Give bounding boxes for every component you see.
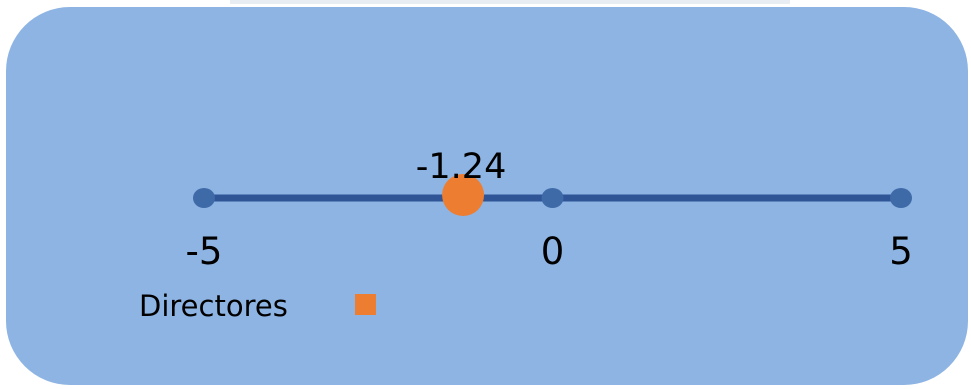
data-point <box>442 174 485 216</box>
legend-swatch-directores <box>355 294 376 315</box>
tick-label: 5 <box>889 230 913 273</box>
data-labels: -1.24 <box>416 147 507 187</box>
top-strip <box>230 0 790 4</box>
data-points <box>442 174 485 216</box>
data-label: -1.24 <box>416 147 507 187</box>
tick-marker <box>890 188 912 208</box>
tick-marker <box>541 188 564 208</box>
legend-label-directores: Directores <box>139 289 288 323</box>
tick-label: 0 <box>541 230 565 273</box>
tick-marker <box>193 188 215 208</box>
tick-markers <box>193 188 912 208</box>
tick-labels: -5 0 5 <box>186 230 913 273</box>
tick-label: -5 <box>186 230 223 273</box>
legend: Directores <box>139 289 376 323</box>
